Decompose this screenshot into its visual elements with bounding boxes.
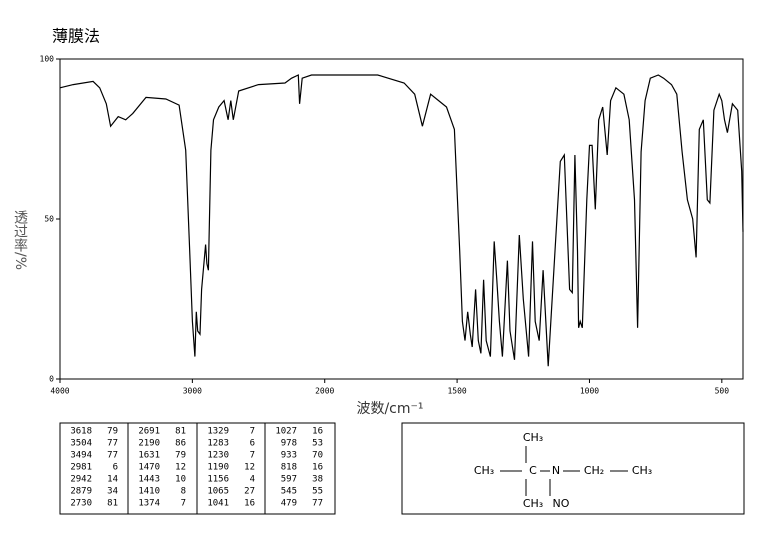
- table-transmittance: 7: [181, 499, 186, 509]
- table-transmittance: 8: [181, 487, 186, 497]
- table-wavenumber: 1230: [207, 451, 229, 461]
- table-transmittance: 77: [107, 451, 118, 461]
- table-wavenumber: 1283: [207, 439, 229, 449]
- structure: CH₃ CH₃ C N CH₂ CH₃ CH₃ NO: [401, 422, 745, 515]
- x-tick-label: 2000: [315, 387, 334, 396]
- table-transmittance: 79: [175, 451, 186, 461]
- y-tick-label: 0: [49, 375, 54, 384]
- table-wavenumber: 2879: [70, 487, 92, 497]
- table-wavenumber: 3618: [70, 427, 92, 437]
- table-transmittance: 53: [312, 439, 323, 449]
- x-tick-label: 4000: [50, 387, 69, 396]
- table-transmittance: 12: [175, 463, 186, 473]
- x-tick-label: 500: [715, 387, 730, 396]
- table-transmittance: 79: [107, 427, 118, 437]
- bonds: [500, 446, 628, 496]
- table-wavenumber: 2691: [138, 427, 160, 437]
- x-tick-label: 1000: [580, 387, 599, 396]
- table-transmittance: 7: [250, 427, 255, 437]
- table-wavenumber: 978: [281, 439, 297, 449]
- table-transmittance: 81: [175, 427, 186, 437]
- table-wavenumber: 1443: [138, 475, 160, 485]
- atom-label: CH₂: [584, 464, 604, 477]
- table-transmittance: 34: [107, 487, 118, 497]
- table-transmittance: 55: [312, 487, 323, 497]
- table-wavenumber: 1065: [207, 487, 229, 497]
- table-transmittance: 16: [244, 499, 255, 509]
- table-wavenumber: 1410: [138, 487, 160, 497]
- table-transmittance: 14: [107, 475, 118, 485]
- table-wavenumber: 2942: [70, 475, 92, 485]
- table-wavenumber: 597: [281, 475, 297, 485]
- y-tick-label: 100: [40, 55, 55, 64]
- table-wavenumber: 3494: [70, 451, 92, 461]
- table-transmittance: 12: [244, 463, 255, 473]
- table-transmittance: 16: [312, 463, 323, 473]
- table-wavenumber: 1041: [207, 499, 229, 509]
- table-wavenumber: 545: [281, 487, 297, 497]
- structure-frame: [401, 422, 745, 515]
- atom-label: CH₃: [523, 431, 543, 444]
- table-wavenumber: 1470: [138, 463, 160, 473]
- table-wavenumber: 1156: [207, 475, 229, 485]
- x-axis-label: 波数/cm⁻¹: [356, 401, 423, 417]
- x-tick-label: 3000: [183, 387, 202, 396]
- table-transmittance: 38: [312, 475, 323, 485]
- y-tick-label: 50: [44, 215, 54, 224]
- spectrum-line: [59, 74, 744, 367]
- atom-label: CH₃: [474, 464, 494, 477]
- table-transmittance: 4: [250, 475, 255, 485]
- table-transmittance: 7: [250, 451, 255, 461]
- table-transmittance: 86: [175, 439, 186, 449]
- table-wavenumber: 2981: [70, 463, 92, 473]
- table-transmittance: 10: [175, 475, 186, 485]
- table-wavenumber: 818: [281, 463, 297, 473]
- plot-frame: [59, 58, 744, 380]
- table-wavenumber: 933: [281, 451, 297, 461]
- table-wavenumber: 1631: [138, 451, 160, 461]
- atom-label: NO: [553, 497, 570, 510]
- table-transmittance: 77: [107, 439, 118, 449]
- table-transmittance: 77: [312, 499, 323, 509]
- table-wavenumber: 2730: [70, 499, 92, 509]
- atom-label: N: [552, 464, 560, 477]
- y-axis-label: 透过率/%: [12, 210, 28, 270]
- table-transmittance: 81: [107, 499, 118, 509]
- table-wavenumber: 479: [281, 499, 297, 509]
- table-transmittance: 16: [312, 427, 323, 437]
- table-transmittance: 6: [250, 439, 255, 449]
- chart-title: 薄膜法: [52, 27, 100, 46]
- table-transmittance: 27: [244, 487, 255, 497]
- atom-label: CH₃: [523, 497, 543, 510]
- table-wavenumber: 1027: [275, 427, 297, 437]
- table-wavenumber: 3504: [70, 439, 92, 449]
- table-transmittance: 70: [312, 451, 323, 461]
- atom-label: CH₃: [632, 464, 652, 477]
- atom-label: C: [529, 464, 537, 477]
- x-tick-label: 1500: [447, 387, 466, 396]
- table-wavenumber: 2190: [138, 439, 160, 449]
- table-wavenumber: 1190: [207, 463, 229, 473]
- table-wavenumber: 1329: [207, 427, 229, 437]
- table-wavenumber: 1374: [138, 499, 160, 509]
- table-transmittance: 6: [113, 463, 118, 473]
